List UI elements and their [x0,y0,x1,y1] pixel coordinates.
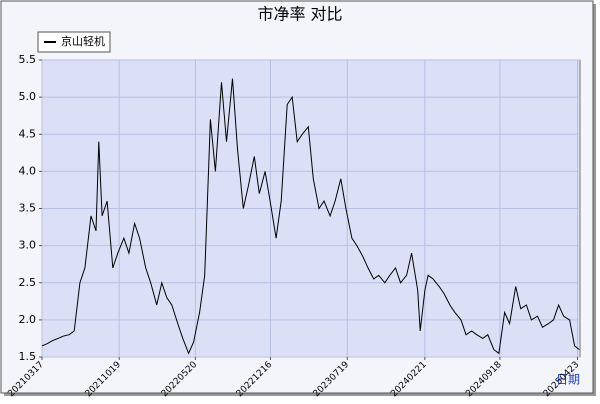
y-tick-label: 2.0 [19,313,37,326]
line-series [41,78,580,355]
chart-title: 市净率 对比 [257,5,342,24]
y-tick-label: 5.5 [19,53,37,66]
y-tick-label: 5.0 [19,90,37,103]
y-tick-label: 4.0 [19,164,37,177]
legend-label: 京山轻机 [61,34,105,48]
y-tick-label: 1.5 [19,350,37,363]
legend-box [37,31,111,53]
x-axis-label: 日期 [556,373,580,387]
y-tick-label: 2.5 [19,276,37,289]
y-tick-label: 3.0 [19,239,37,252]
y-tick-label: 3.5 [19,202,37,215]
y-tick-label: 4.5 [19,127,37,140]
